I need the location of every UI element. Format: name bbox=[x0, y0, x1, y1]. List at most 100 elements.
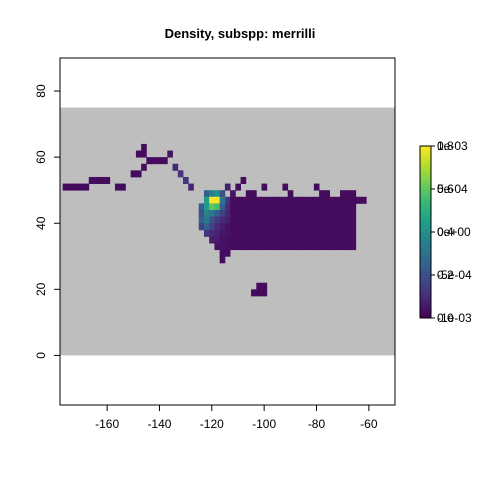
legend-color-segment bbox=[420, 252, 431, 256]
density-cell bbox=[282, 223, 289, 231]
density-cell bbox=[135, 150, 142, 158]
legend-tick-label: 1e-03 bbox=[437, 139, 468, 153]
density-cell bbox=[334, 210, 341, 218]
density-cell bbox=[256, 196, 262, 204]
density-cell bbox=[261, 282, 268, 290]
density-cell bbox=[224, 229, 231, 237]
density-cell bbox=[94, 176, 100, 184]
density-cell bbox=[214, 243, 221, 251]
density-cell bbox=[256, 236, 262, 244]
density-cell bbox=[319, 216, 325, 224]
density-cell bbox=[251, 203, 257, 211]
density-cell bbox=[350, 210, 357, 218]
density-cell bbox=[324, 236, 330, 244]
density-cell bbox=[219, 249, 226, 257]
density-cell bbox=[287, 190, 294, 198]
density-cell bbox=[287, 223, 294, 231]
density-cell bbox=[224, 216, 231, 224]
density-cell bbox=[230, 216, 236, 224]
density-cell bbox=[324, 203, 330, 211]
density-cell bbox=[230, 229, 236, 237]
density-cell bbox=[245, 216, 252, 224]
density-cell bbox=[219, 216, 226, 224]
density-cell bbox=[209, 210, 215, 218]
density-cell bbox=[230, 243, 236, 251]
density-cell bbox=[287, 210, 294, 218]
density-cell bbox=[120, 183, 126, 191]
legend-color-segment bbox=[420, 211, 431, 216]
density-cell bbox=[350, 236, 357, 244]
density-cell bbox=[224, 243, 231, 251]
density-cell bbox=[235, 243, 241, 251]
density-cell bbox=[214, 236, 221, 244]
legend-color-segment bbox=[420, 183, 431, 187]
density-cell bbox=[271, 203, 278, 211]
density-cell bbox=[224, 196, 231, 204]
legend-color-segment bbox=[420, 191, 431, 196]
density-cell bbox=[345, 229, 351, 237]
density-cell bbox=[240, 203, 247, 211]
density-cell bbox=[282, 210, 289, 218]
density-cell bbox=[209, 216, 215, 224]
legend-color-segment bbox=[420, 275, 431, 279]
density-cell bbox=[266, 236, 273, 244]
density-cell bbox=[114, 183, 121, 191]
density-cell bbox=[214, 196, 221, 204]
legend-tick-label: -1e-03 bbox=[437, 311, 472, 325]
density-cell bbox=[329, 229, 336, 237]
x-tick-label: -60 bbox=[360, 417, 378, 431]
legend-color-segment bbox=[420, 237, 431, 242]
density-cell bbox=[151, 157, 158, 165]
density-cell bbox=[319, 243, 325, 251]
density-cell bbox=[219, 223, 226, 231]
density-cell bbox=[355, 196, 362, 204]
density-cell bbox=[203, 229, 210, 237]
density-cell bbox=[209, 229, 215, 237]
density-cell bbox=[319, 203, 325, 211]
density-cell bbox=[219, 229, 226, 237]
density-cell bbox=[277, 216, 283, 224]
density-cell bbox=[198, 210, 205, 218]
density-cell bbox=[230, 190, 236, 198]
density-cell bbox=[209, 190, 215, 198]
density-cell bbox=[266, 210, 273, 218]
legend-color-segment bbox=[420, 266, 431, 270]
density-cell bbox=[214, 223, 221, 231]
density-cell bbox=[271, 216, 278, 224]
legend-color-segment bbox=[420, 269, 431, 273]
density-cell bbox=[282, 229, 289, 237]
density-cell bbox=[214, 216, 221, 224]
legend-color-segment bbox=[420, 223, 431, 227]
density-cell bbox=[251, 243, 257, 251]
legend-color-segment bbox=[420, 209, 431, 213]
density-cell bbox=[261, 229, 268, 237]
density-cell bbox=[230, 236, 236, 244]
density-cell bbox=[214, 203, 221, 211]
density-cell bbox=[141, 163, 147, 171]
density-cell bbox=[240, 196, 247, 204]
density-cell bbox=[230, 203, 236, 211]
density-cell bbox=[308, 203, 315, 211]
density-cell bbox=[219, 196, 226, 204]
density-cell bbox=[292, 243, 299, 251]
density-cell bbox=[251, 196, 257, 204]
density-cell bbox=[308, 243, 315, 251]
density-cell bbox=[240, 176, 247, 184]
density-cell bbox=[329, 223, 336, 231]
legend-color-segment bbox=[420, 186, 431, 190]
density-cell bbox=[219, 203, 226, 211]
legend-color-segment bbox=[420, 157, 431, 161]
density-cell bbox=[292, 210, 299, 218]
legend-color-segment bbox=[420, 240, 431, 244]
density-cell bbox=[261, 196, 268, 204]
density-cell bbox=[266, 223, 273, 231]
density-cell bbox=[224, 249, 231, 257]
legend-color-segment bbox=[420, 309, 431, 313]
density-cell bbox=[277, 243, 283, 251]
density-cell bbox=[209, 223, 215, 231]
density-cell bbox=[256, 243, 262, 251]
density-cell bbox=[298, 223, 304, 231]
density-cell bbox=[313, 236, 320, 244]
legend-color-segment bbox=[420, 146, 431, 150]
